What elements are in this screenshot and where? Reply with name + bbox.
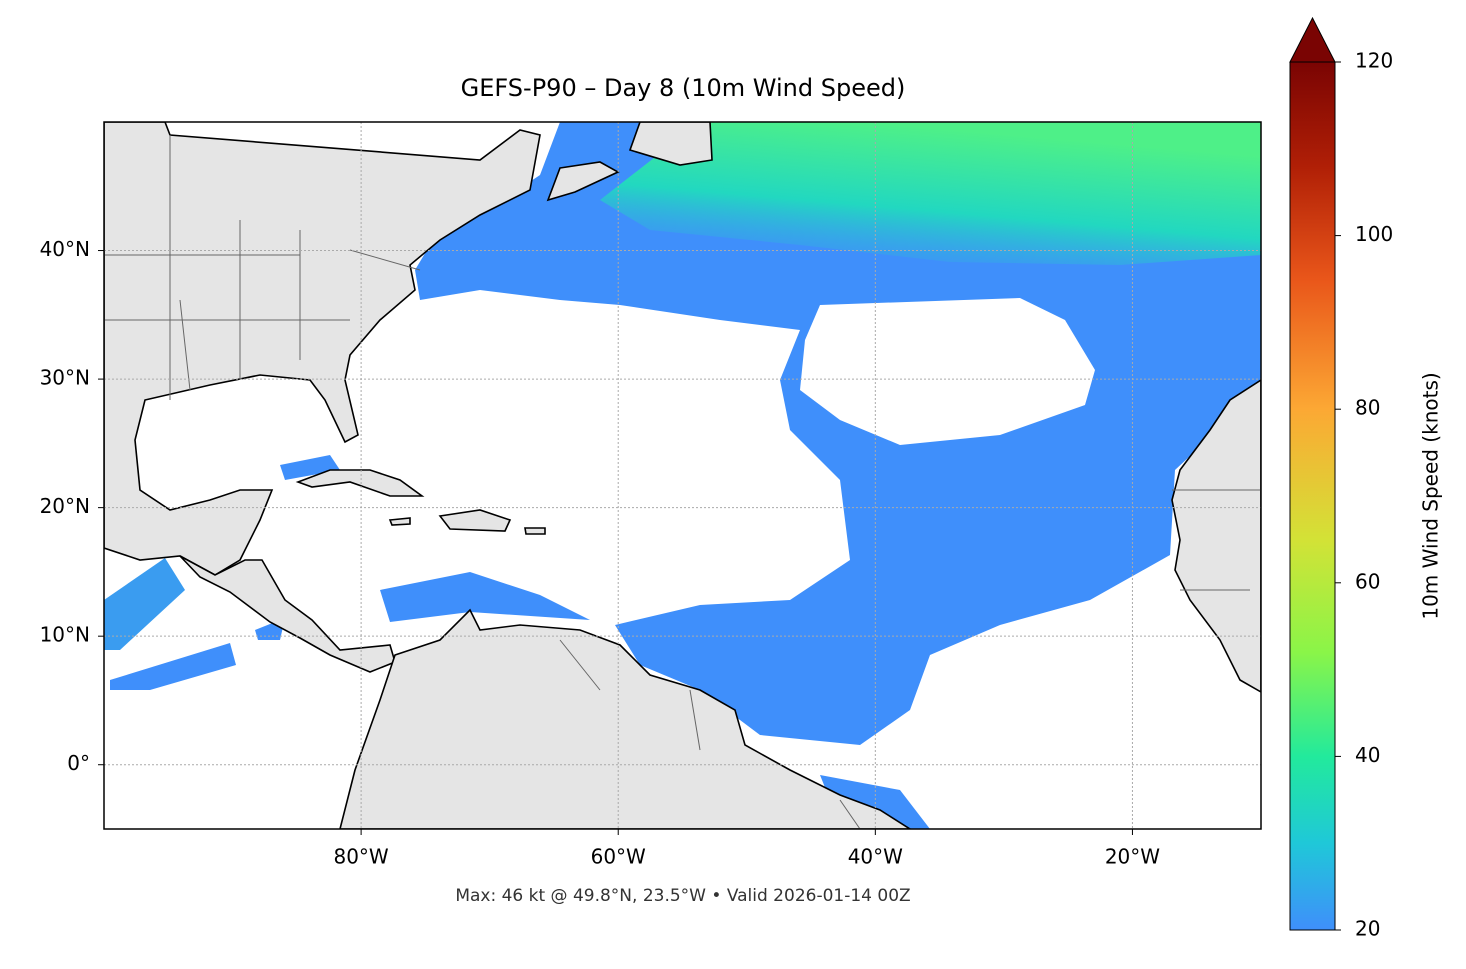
colorbar-extend	[1289, 16, 1336, 63]
map-frame	[103, 121, 1262, 830]
colorbar-label: 10m Wind Speed (knots)	[1419, 372, 1443, 619]
footnote: Max: 46 kt @ 49.8°N, 23.5°W • Valid 2026…	[455, 886, 910, 906]
x-tick-label: 40°W	[848, 845, 903, 869]
colorbar-tick-label: 20	[1355, 917, 1380, 941]
map-title: GEFS-P90 – Day 8 (10m Wind Speed)	[461, 74, 906, 102]
x-tick-label: 20°W	[1105, 845, 1160, 869]
colorbar-tick-label: 80	[1355, 396, 1380, 420]
y-tick-label: 10°N	[40, 623, 90, 647]
colorbar-tick-label: 120	[1355, 49, 1393, 73]
borders	[104, 135, 1261, 829]
grid	[104, 122, 1261, 829]
colorbar	[1289, 61, 1336, 931]
colorbar-tick-label: 60	[1355, 569, 1380, 593]
y-tick-label: 20°N	[40, 494, 90, 518]
colorbar-tick-label: 40	[1355, 743, 1380, 767]
y-tick-label: 40°N	[40, 237, 90, 261]
y-tick-label: 0°	[67, 751, 90, 775]
colorbar-tick-label: 100	[1355, 222, 1393, 246]
map-area	[104, 122, 1261, 829]
x-tick-label: 60°W	[591, 845, 646, 869]
y-tick-label: 30°N	[40, 366, 90, 390]
x-tick-label: 80°W	[333, 845, 388, 869]
